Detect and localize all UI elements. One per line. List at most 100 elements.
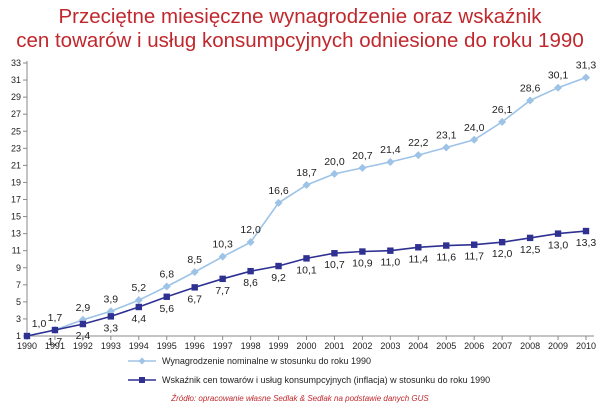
series-0-point-2009	[554, 83, 563, 92]
series-0-point-1996	[190, 268, 199, 277]
y-tick-label-19: 19	[11, 177, 21, 187]
legend-label-1: Wskaźnik cen towarów i usług konsumpcyjn…	[162, 375, 490, 385]
series-1-label-1999: 9,2	[271, 272, 286, 284]
series-0-label-1996: 8,5	[187, 254, 202, 266]
series-1-point-1994	[135, 303, 142, 311]
series-1-point-2007	[498, 238, 506, 246]
x-tick-label-1992: 1992	[73, 341, 93, 351]
x-tick-label-1997: 1997	[213, 341, 233, 351]
series-0-label-2006: 24,0	[464, 122, 485, 134]
x-tick-label-2001: 2001	[324, 341, 344, 351]
series-0-point-1999	[274, 198, 283, 207]
series-0-label-1992: 2,9	[76, 302, 91, 314]
series-0-point-2006	[470, 135, 479, 144]
legend-marker-0	[138, 357, 146, 365]
series-0-point-1995	[162, 282, 171, 291]
series-1-line	[26, 230, 587, 337]
y-tick-label-7: 7	[16, 280, 21, 290]
series-0-label-2005: 23,1	[436, 129, 457, 141]
series-0-label-1990: 1,0	[32, 318, 47, 330]
series-1-point-2009	[554, 230, 562, 237]
series-0-label-2009: 30,1	[548, 70, 569, 82]
series-1-label-2008: 12,5	[520, 244, 541, 256]
series-0-point-2004	[414, 151, 423, 160]
series-1-point-1997	[219, 275, 226, 283]
series-0-point-2010	[582, 73, 590, 82]
series-1-point-2008	[526, 234, 534, 242]
series-1-label-1996: 6,7	[187, 293, 202, 305]
series-1-label-1993: 3,3	[104, 322, 119, 334]
x-tick-label-1993: 1993	[101, 341, 121, 351]
y-tick-label-11: 11	[12, 246, 21, 256]
y-tick-label-9: 9	[16, 263, 21, 273]
series-0-point-2002	[358, 163, 367, 172]
x-tick-label-2000: 2000	[296, 341, 316, 351]
series-1-label-2007: 12,0	[492, 248, 513, 260]
series-1-label-1994: 4,4	[131, 313, 146, 325]
series-1-point-2003	[387, 247, 394, 254]
series-1-label-1998: 8,6	[243, 277, 258, 289]
series-1-point-2000	[303, 255, 310, 262]
series-0-label-2000: 18,7	[296, 167, 317, 179]
series-1-point-2001	[331, 250, 338, 257]
series-1-point-1991	[51, 326, 59, 334]
series-0-label-2004: 22,2	[408, 137, 429, 149]
series-0-label-1997: 10,3	[212, 239, 233, 251]
series-0-point-1994	[134, 296, 143, 305]
x-tick-label-2003: 2003	[380, 341, 400, 351]
series-0-point-1997	[218, 252, 227, 261]
series-1-point-2010	[582, 227, 590, 235]
y-tick-label-25: 25	[11, 126, 21, 136]
series-0-label-2003: 21,4	[380, 144, 401, 156]
series-1-point-2005	[443, 242, 450, 249]
x-tick-label-1994: 1994	[129, 341, 149, 351]
y-tick-label-5: 5	[16, 297, 21, 307]
series-1-point-1992	[79, 320, 87, 328]
series-0-label-1993: 3,9	[104, 293, 119, 305]
series-1-label-2005: 11,6	[436, 252, 456, 264]
series-1-label-2001: 10,7	[324, 259, 345, 271]
x-tick-label-2006: 2006	[464, 341, 484, 351]
y-tick-label-23: 23	[11, 143, 21, 153]
x-tick-label-1996: 1996	[185, 341, 205, 351]
x-tick-label-2010: 2010	[576, 341, 596, 351]
y-tick-label-27: 27	[11, 109, 21, 119]
series-0-label-2010: 31,3	[576, 60, 597, 72]
series-1-point-2004	[415, 244, 422, 251]
x-tick-label-1999: 1999	[269, 341, 289, 351]
y-tick-label-13: 13	[11, 229, 21, 239]
series-1-point-1993	[107, 313, 115, 320]
series-0-label-1991: 1,7	[48, 312, 63, 324]
series-1-label-2000: 10,1	[296, 264, 317, 276]
x-tick-label-2004: 2004	[408, 341, 428, 351]
y-tick-label-17: 17	[11, 195, 21, 205]
x-tick-label-2008: 2008	[520, 341, 540, 351]
series-1-label-2002: 10,9	[352, 258, 373, 270]
y-tick-label-15: 15	[11, 212, 21, 222]
series-1-label-2006: 11,7	[464, 251, 484, 263]
x-tick-label-2009: 2009	[548, 341, 568, 351]
series-0-point-2000	[302, 180, 311, 189]
legend-label-0: Wynagrodzenie nominalne w stosunku do ro…	[162, 356, 371, 366]
legend-marker-1	[139, 377, 145, 383]
chart-title-line2: cen towarów i usług konsumpcyjnych odnie…	[16, 29, 584, 52]
series-1-label-1991: 1,7	[48, 336, 63, 348]
x-tick-label-2005: 2005	[436, 341, 456, 351]
series-0-point-2001	[330, 169, 339, 178]
series-0-point-2008	[526, 96, 535, 105]
series-0-point-2005	[442, 143, 451, 152]
x-tick-label-2002: 2002	[352, 341, 372, 351]
series-0-point-2007	[498, 117, 507, 126]
y-tick-label-21: 21	[11, 160, 21, 170]
series-1-label-1995: 5,6	[159, 303, 174, 315]
series-0-label-2001: 20,0	[324, 156, 345, 168]
series-1-label-1997: 7,7	[215, 285, 230, 297]
x-tick-label-1998: 1998	[241, 341, 261, 351]
series-1-point-1990	[23, 332, 31, 340]
series-0-label-2008: 28,6	[520, 83, 541, 95]
y-tick-label-3: 3	[16, 314, 21, 324]
series-0-point-1998	[246, 238, 255, 247]
series-1-point-2006	[471, 241, 478, 248]
y-tick-label-31: 31	[11, 75, 21, 85]
